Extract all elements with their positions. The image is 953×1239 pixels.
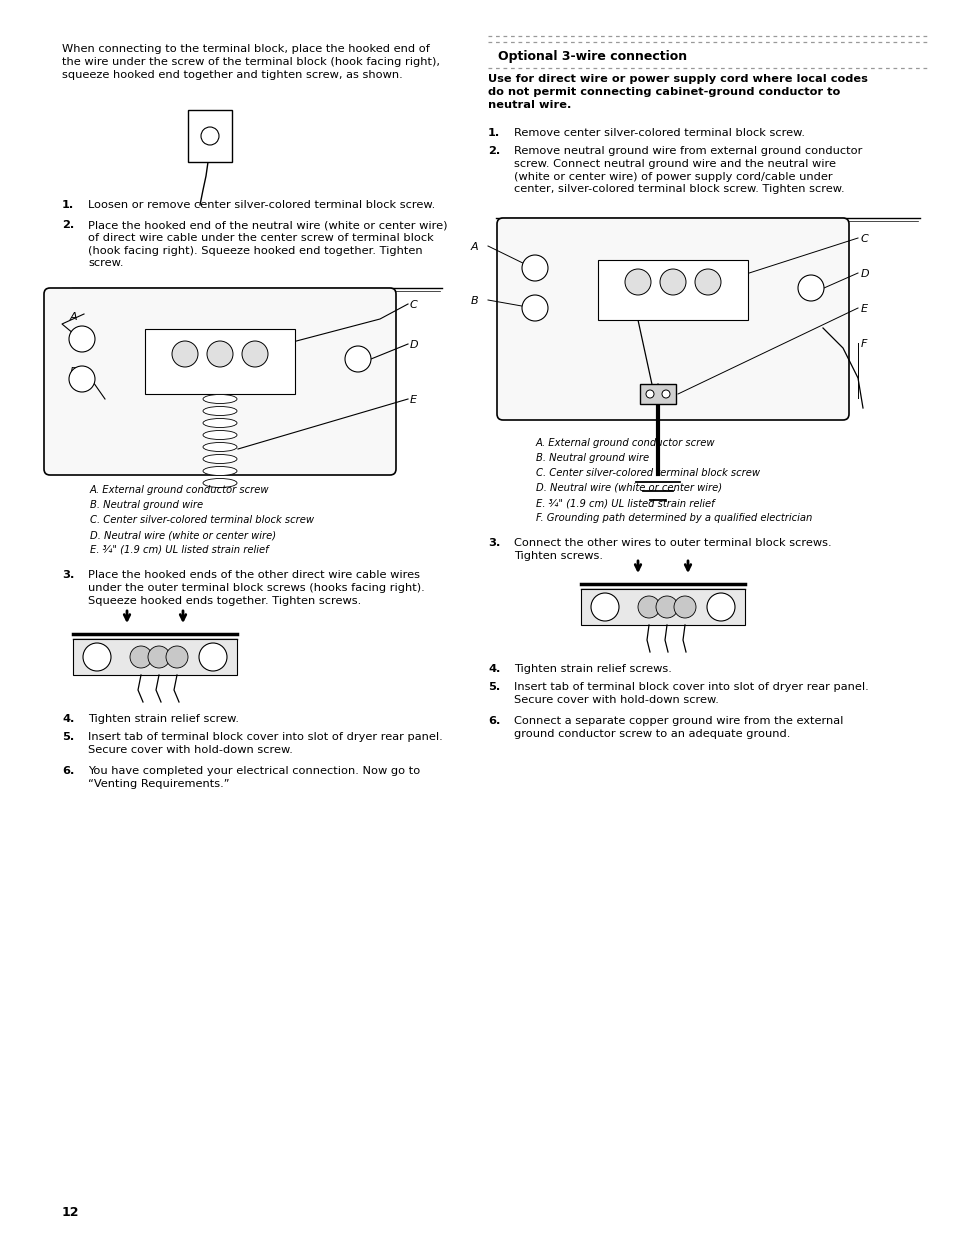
Circle shape — [201, 128, 219, 145]
Text: C: C — [410, 300, 417, 310]
Text: C: C — [861, 234, 868, 244]
Text: Remove neutral ground wire from external ground conductor
screw. Connect neutral: Remove neutral ground wire from external… — [514, 146, 862, 195]
Text: When connecting to the terminal block, place the hooked end of
the wire under th: When connecting to the terminal block, p… — [62, 45, 439, 79]
Circle shape — [83, 643, 111, 672]
Text: C. Center silver-colored terminal block screw: C. Center silver-colored terminal block … — [536, 468, 760, 478]
Text: Remove center silver-colored terminal block screw.: Remove center silver-colored terminal bl… — [514, 128, 804, 138]
Text: Optional 3-wire connection: Optional 3-wire connection — [497, 50, 686, 63]
Circle shape — [166, 646, 188, 668]
Bar — [188, 110, 232, 162]
FancyBboxPatch shape — [44, 287, 395, 475]
Text: Loosen or remove center silver-colored terminal block screw.: Loosen or remove center silver-colored t… — [88, 199, 435, 209]
Text: Insert tab of terminal block cover into slot of dryer rear panel.
Secure cover w: Insert tab of terminal block cover into … — [514, 681, 868, 705]
Ellipse shape — [203, 478, 236, 487]
Text: F: F — [861, 339, 866, 349]
Text: Tighten strain relief screw.: Tighten strain relief screw. — [88, 714, 239, 724]
Circle shape — [706, 593, 734, 621]
Circle shape — [590, 593, 618, 621]
Text: You have completed your electrical connection. Now go to
“Venting Requirements.”: You have completed your electrical conne… — [88, 766, 420, 789]
Text: 6.: 6. — [488, 716, 500, 726]
Text: 5.: 5. — [488, 681, 499, 693]
Circle shape — [521, 295, 547, 321]
Text: C. Center silver-colored terminal block screw: C. Center silver-colored terminal block … — [90, 515, 314, 525]
Text: A: A — [70, 312, 77, 322]
Text: E: E — [410, 395, 416, 405]
Ellipse shape — [203, 394, 236, 404]
Text: D: D — [410, 339, 418, 349]
Circle shape — [130, 646, 152, 668]
FancyBboxPatch shape — [497, 218, 848, 420]
Text: Connect the other wires to outer terminal block screws.
Tighten screws.: Connect the other wires to outer termina… — [514, 538, 831, 561]
Ellipse shape — [203, 442, 236, 451]
Text: F. Grounding path determined by a qualified electrician: F. Grounding path determined by a qualif… — [536, 513, 812, 523]
Text: 1.: 1. — [62, 199, 74, 209]
Text: D. Neutral wire (white or center wire): D. Neutral wire (white or center wire) — [90, 530, 275, 540]
Text: 3.: 3. — [488, 538, 500, 548]
Text: 6.: 6. — [62, 766, 74, 776]
Ellipse shape — [203, 455, 236, 463]
Text: D: D — [861, 269, 869, 279]
Circle shape — [695, 269, 720, 295]
Bar — [580, 589, 744, 624]
Bar — [598, 260, 747, 320]
Circle shape — [242, 341, 268, 367]
Text: Place the hooked end of the neutral wire (white or center wire)
of direct wire c: Place the hooked end of the neutral wire… — [88, 221, 447, 269]
Circle shape — [207, 341, 233, 367]
Text: 4.: 4. — [62, 714, 74, 724]
Circle shape — [797, 275, 823, 301]
Bar — [639, 384, 676, 404]
Text: 3.: 3. — [62, 570, 74, 580]
Circle shape — [656, 596, 678, 618]
Ellipse shape — [203, 430, 236, 440]
Text: 12: 12 — [62, 1206, 79, 1219]
Text: E. ¾" (1.9 cm) UL listed strain relief: E. ¾" (1.9 cm) UL listed strain relief — [536, 498, 714, 508]
Circle shape — [69, 366, 95, 392]
Circle shape — [661, 390, 669, 398]
Text: Connect a separate copper ground wire from the external
ground conductor screw t: Connect a separate copper ground wire fr… — [514, 716, 842, 738]
Circle shape — [673, 596, 696, 618]
Circle shape — [624, 269, 650, 295]
Text: Use for direct wire or power supply cord where local codes
do not permit connect: Use for direct wire or power supply cord… — [488, 74, 867, 109]
Text: B: B — [470, 296, 477, 306]
Text: Place the hooked ends of the other direct wire cable wires
under the outer termi: Place the hooked ends of the other direc… — [88, 570, 424, 606]
Circle shape — [148, 646, 170, 668]
Text: B. Neutral ground wire: B. Neutral ground wire — [536, 453, 648, 463]
Text: Tighten strain relief screws.: Tighten strain relief screws. — [514, 664, 671, 674]
Text: 4.: 4. — [488, 664, 500, 674]
Text: Insert tab of terminal block cover into slot of dryer rear panel.
Secure cover w: Insert tab of terminal block cover into … — [88, 732, 442, 755]
Text: B: B — [70, 367, 77, 377]
Text: A. External ground conductor screw: A. External ground conductor screw — [90, 484, 269, 496]
Ellipse shape — [203, 467, 236, 476]
Circle shape — [638, 596, 659, 618]
Circle shape — [69, 326, 95, 352]
Circle shape — [521, 255, 547, 281]
Text: 2.: 2. — [62, 221, 74, 230]
Bar — [145, 330, 294, 394]
Text: 5.: 5. — [62, 732, 74, 742]
Circle shape — [172, 341, 198, 367]
Circle shape — [345, 346, 371, 372]
Text: B. Neutral ground wire: B. Neutral ground wire — [90, 501, 203, 510]
Ellipse shape — [203, 419, 236, 427]
Circle shape — [199, 643, 227, 672]
Bar — [73, 639, 236, 675]
Text: E. ¾" (1.9 cm) UL listed strain relief: E. ¾" (1.9 cm) UL listed strain relief — [90, 545, 269, 555]
Text: E: E — [861, 304, 867, 313]
Text: 1.: 1. — [488, 128, 499, 138]
Text: A. External ground conductor screw: A. External ground conductor screw — [536, 439, 715, 449]
Ellipse shape — [203, 406, 236, 415]
Text: 2.: 2. — [488, 146, 499, 156]
Circle shape — [659, 269, 685, 295]
Text: A: A — [470, 242, 477, 252]
Text: D. Neutral wire (white or center wire): D. Neutral wire (white or center wire) — [536, 483, 721, 493]
Circle shape — [645, 390, 654, 398]
